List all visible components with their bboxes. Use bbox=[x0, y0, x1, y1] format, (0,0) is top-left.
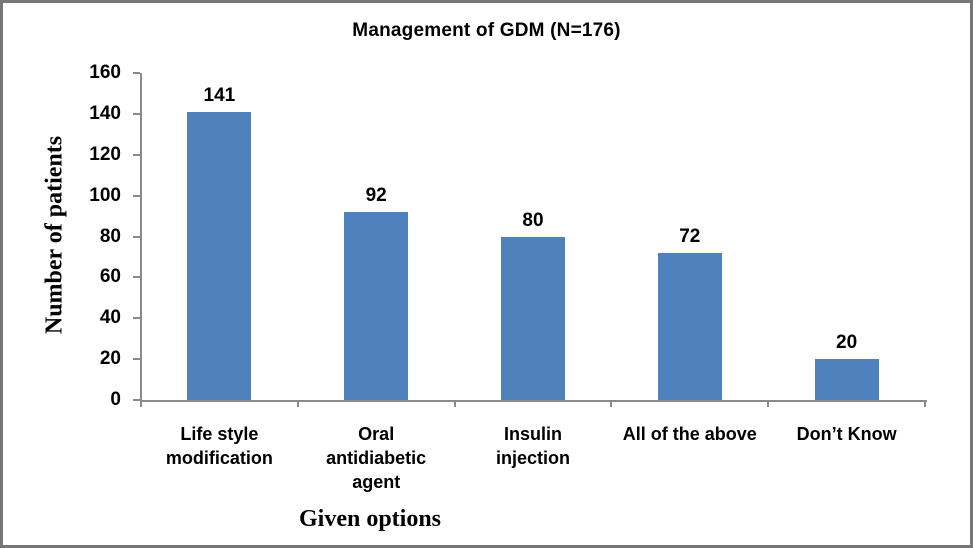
bar-value-label: 20 bbox=[836, 332, 858, 354]
y-tick-label: 0 bbox=[110, 389, 121, 410]
y-axis-tick bbox=[133, 153, 140, 156]
y-tick-label: 60 bbox=[99, 266, 121, 288]
x-axis-tick bbox=[140, 400, 142, 407]
x-axis-tick bbox=[610, 400, 613, 407]
y-axis-tick bbox=[133, 72, 140, 74]
x-category-label: Life style modification bbox=[165, 424, 273, 468]
bar-value-label: 72 bbox=[679, 225, 701, 247]
bar bbox=[814, 359, 879, 400]
y-axis-tick bbox=[133, 194, 140, 197]
y-axis-tick bbox=[133, 399, 140, 401]
bar bbox=[657, 252, 722, 400]
x-category-label: Oral antidiabetic agent bbox=[326, 424, 427, 492]
y-axis-tick bbox=[133, 317, 140, 320]
x-axis-tick bbox=[296, 400, 299, 407]
chart-title: Management of GDM (N=176) bbox=[352, 20, 621, 41]
y-tick-label: 80 bbox=[99, 225, 121, 247]
x-axis-tick bbox=[924, 400, 926, 407]
bar-value-label: 92 bbox=[365, 184, 387, 206]
x-axis-title: Given options bbox=[298, 506, 442, 532]
y-axis-tick bbox=[133, 276, 140, 279]
x-axis-tick bbox=[453, 400, 456, 407]
y-axis-tick bbox=[133, 235, 140, 238]
y-axis-tick bbox=[133, 112, 140, 115]
x-axis-tick bbox=[767, 400, 770, 407]
bar bbox=[187, 111, 252, 400]
y-tick-label: 100 bbox=[89, 184, 121, 206]
y-tick-label: 140 bbox=[89, 102, 121, 124]
bar-value-label: 141 bbox=[203, 84, 236, 106]
y-axis-tick bbox=[133, 358, 140, 361]
bar bbox=[501, 236, 565, 400]
y-tick-label: 40 bbox=[99, 307, 121, 329]
y-tick-label: 160 bbox=[89, 62, 121, 83]
bar bbox=[344, 211, 409, 400]
x-category-label: All of the above bbox=[622, 424, 757, 444]
y-tick-label: 120 bbox=[89, 143, 121, 165]
x-axis-line bbox=[140, 400, 927, 402]
bar-value-label: 80 bbox=[522, 209, 544, 231]
y-tick-label: 20 bbox=[99, 348, 121, 370]
y-axis-line bbox=[140, 73, 142, 402]
x-category-label: Insulin injection bbox=[495, 424, 570, 468]
x-category-label: Don’t Know bbox=[796, 424, 897, 444]
